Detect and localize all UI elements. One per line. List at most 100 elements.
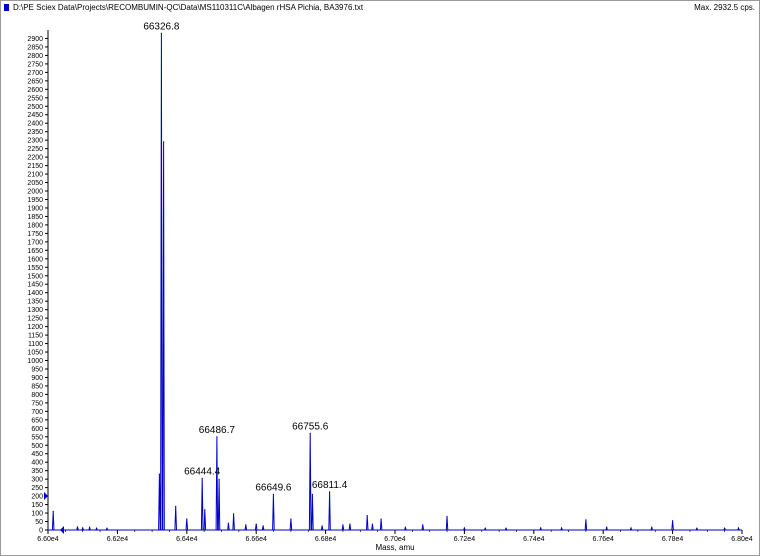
spectrum-trace bbox=[48, 33, 742, 531]
x-axis: 6.60e4 6.62e4 6.64e4 6.66e4 6.68e4 6.70e4 6.72… bbox=[37, 529, 753, 543]
y-tick-label: 1600 bbox=[27, 256, 43, 263]
peak-point bbox=[255, 523, 257, 525]
y-tick-label: 2600 bbox=[27, 87, 43, 94]
y-tick-label: 600 bbox=[31, 426, 43, 433]
y-tick-label: 900 bbox=[31, 375, 43, 382]
peak-point bbox=[311, 493, 313, 495]
y-tick-label: 250 bbox=[31, 485, 43, 492]
y-tick-label: 1350 bbox=[27, 299, 43, 306]
peak-point bbox=[290, 518, 292, 520]
peak-point bbox=[216, 436, 218, 438]
peak-point bbox=[366, 515, 368, 517]
y-tick-label: 1400 bbox=[27, 290, 43, 297]
y-tick-label: 1750 bbox=[27, 231, 43, 238]
peak-label: 66326.8 bbox=[143, 21, 180, 32]
y-tick-label: 2050 bbox=[27, 180, 43, 187]
y-tick-label: 2750 bbox=[27, 61, 43, 68]
y-tick-label: 1100 bbox=[28, 341, 43, 348]
peak-point bbox=[371, 523, 373, 525]
peak-point bbox=[630, 527, 632, 529]
y-tick-label: 800 bbox=[31, 392, 43, 399]
peak-point bbox=[218, 478, 220, 480]
y-tick-label: 2900 bbox=[27, 36, 43, 43]
x-tick-label: 6.64e4 bbox=[176, 536, 198, 543]
y-tick-label: 0 bbox=[39, 528, 43, 535]
peak-point bbox=[380, 518, 382, 520]
peak-point bbox=[158, 473, 160, 475]
y-tick-label: 200 bbox=[31, 494, 43, 501]
y-tick-label: 2350 bbox=[27, 129, 43, 136]
y-axis-pointer-marker[interactable] bbox=[44, 492, 48, 500]
peak-point bbox=[175, 505, 177, 507]
peak-point bbox=[160, 32, 162, 35]
peak-label: 66444.4 bbox=[184, 466, 221, 477]
y-tick-label: 1050 bbox=[27, 350, 43, 357]
peak-point bbox=[342, 524, 344, 526]
peak-point bbox=[96, 527, 98, 529]
y-tick-label: 2550 bbox=[27, 95, 43, 102]
peak-point bbox=[227, 522, 229, 524]
peak-point bbox=[561, 527, 563, 529]
peak-point bbox=[309, 432, 311, 434]
y-tick-label: 700 bbox=[31, 409, 43, 416]
peak-point bbox=[106, 527, 108, 529]
y-tick-label: 1700 bbox=[27, 239, 43, 246]
x-axis-pointer-marker[interactable] bbox=[60, 526, 64, 534]
x-tick-label: 6.74e4 bbox=[523, 536, 545, 543]
y-tick-label: 1950 bbox=[27, 197, 43, 204]
y-tick-label: 100 bbox=[31, 511, 43, 518]
peak-point bbox=[422, 524, 424, 526]
y-tick-label: 350 bbox=[31, 468, 43, 475]
peak-point bbox=[606, 526, 608, 529]
peak-point bbox=[186, 518, 188, 520]
y-tick-label: 1650 bbox=[27, 248, 43, 255]
y-tick-label: 2150 bbox=[27, 163, 43, 170]
peak-point bbox=[76, 526, 79, 528]
y-tick-label: 1300 bbox=[27, 307, 43, 314]
y-tick-label: 1550 bbox=[27, 265, 43, 272]
spectrum-header: D:\PE Sciex Data\Projects\RECOMBUMIN-QC\… bbox=[1, 1, 759, 15]
y-tick-label: 750 bbox=[31, 400, 43, 407]
y-tick-label: 2500 bbox=[27, 104, 43, 111]
max-intensity-label: Max. 2932.5 cps. bbox=[694, 3, 755, 12]
peak-point bbox=[89, 526, 91, 529]
y-tick-label: 500 bbox=[31, 443, 43, 450]
x-tick-label: 6.72e4 bbox=[454, 536, 476, 543]
peak-point bbox=[724, 527, 726, 529]
y-tick-label: 850 bbox=[31, 383, 43, 390]
peak-point bbox=[82, 527, 84, 529]
y-tick-label: 2300 bbox=[27, 138, 43, 145]
x-tick-label: 6.68e4 bbox=[315, 536, 337, 543]
x-tick-label: 6.66e4 bbox=[245, 536, 267, 543]
y-tick-label: 550 bbox=[31, 434, 43, 441]
peak-point bbox=[201, 477, 203, 479]
y-tick-label: 400 bbox=[31, 460, 43, 467]
series-swatch bbox=[4, 4, 9, 11]
y-tick-label: 2250 bbox=[27, 146, 43, 153]
peak-label: 66486.7 bbox=[199, 425, 236, 436]
peak-point bbox=[233, 513, 235, 515]
y-tick-label: 2800 bbox=[27, 53, 43, 60]
y-tick-label: 950 bbox=[31, 366, 43, 373]
peak-point bbox=[540, 527, 542, 529]
peak-point bbox=[737, 527, 740, 529]
y-tick-label: 2400 bbox=[27, 121, 43, 128]
y-tick-label: 1200 bbox=[27, 324, 43, 331]
peak-annotations: 66326.8 66486.7 66444.4 66649.6 66755.6 66811… bbox=[143, 21, 347, 493]
y-tick-label: 2650 bbox=[27, 78, 43, 85]
x-axis-title: Mass, amu bbox=[375, 543, 414, 552]
x-tick-label: 6.78e4 bbox=[662, 536, 684, 543]
x-tick-label: 6.62e4 bbox=[107, 536, 129, 543]
x-tick-label: 6.80e4 bbox=[731, 536, 753, 543]
peak-point bbox=[585, 519, 587, 521]
y-tick-label: 2450 bbox=[27, 112, 43, 119]
peak-point bbox=[262, 525, 264, 527]
y-tick-label: 450 bbox=[31, 451, 43, 458]
peak-point bbox=[484, 527, 486, 529]
peak-point bbox=[321, 525, 323, 527]
peak-point bbox=[463, 527, 465, 529]
peak-point bbox=[696, 527, 698, 529]
peak-point bbox=[404, 526, 406, 529]
y-tick-label: 1450 bbox=[27, 282, 43, 289]
